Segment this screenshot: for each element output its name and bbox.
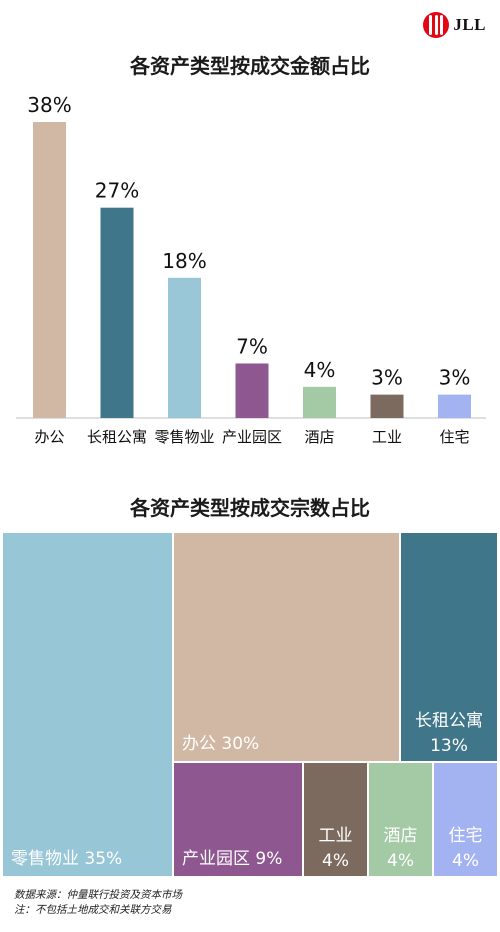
treemap-label: 酒店 (384, 826, 418, 846)
category-tick-label: 产业园区 (222, 428, 282, 446)
source-line: 数据来源：仲量联行投资及资本市场 (14, 889, 182, 901)
treemap-value-label: 4% (322, 851, 349, 871)
category-tick-label: 零售物业 (154, 428, 214, 446)
treemap-chart: 零售物业 35% 办公 30% 长租公寓 13% 产业园区 9% 工业 4% 酒店 4% 住宅 4% (3, 533, 497, 876)
bar (303, 386, 336, 418)
treemap-cell (401, 533, 497, 761)
category-tick-label: 工业 (372, 428, 402, 446)
treemap-title: 各资产类型按成交宗数占比 (130, 496, 370, 520)
treemap-cell (434, 763, 497, 876)
treemap-label: 工业 (319, 826, 353, 846)
treemap-cell (369, 763, 432, 876)
bar-chart: 38% 办公 27% 长租公寓 18% 零售物业 7% 产业园区 4% 酒店 3% 工业 3% 住宅 (16, 93, 486, 446)
category-tick-label: 住宅 (439, 428, 469, 446)
bar (370, 394, 404, 418)
bar-value-label: 27% (95, 179, 139, 203)
bar (100, 207, 134, 418)
category-tick-label: 长租公寓 (87, 428, 147, 446)
treemap-cell (174, 763, 302, 876)
treemap-value-label: 13% (430, 736, 468, 756)
treemap-label: 住宅 (449, 826, 483, 846)
bar-value-label: 4% (304, 358, 336, 382)
treemap-value-label: 4% (452, 851, 479, 871)
jll-logo-icon (423, 12, 450, 38)
treemap-cell (304, 763, 367, 876)
bar-value-label: 18% (162, 249, 206, 273)
treemap-cell (3, 533, 172, 876)
treemap-value-label: 4% (387, 851, 414, 871)
footnote-line: 注：不包括土地成交和关联方交易 (14, 904, 172, 916)
category-tick-label: 酒店 (304, 428, 334, 446)
bar-value-label: 3% (439, 366, 471, 390)
bar-value-label: 3% (371, 366, 403, 390)
treemap-label: 零售物业 35% (11, 849, 122, 869)
logo-text: JLL (453, 15, 486, 34)
treemap-cell (174, 533, 399, 761)
treemap-label: 产业园区 9% (182, 849, 282, 869)
bar (168, 277, 201, 418)
bar (235, 363, 269, 418)
category-tick-label: 办公 (34, 428, 64, 446)
bar-value-label: 38% (27, 93, 71, 117)
bar-value-label: 7% (236, 334, 268, 358)
jll-logo: JLL (423, 12, 486, 38)
source-note: 数据来源：仲量联行投资及资本市场 注：不包括土地成交和关联方交易 (14, 888, 182, 918)
bar-chart-title: 各资产类型按成交金额占比 (130, 54, 370, 78)
treemap-label: 长租公寓 (415, 711, 483, 731)
bar (33, 122, 66, 418)
treemap-label: 办公 30% (182, 734, 259, 754)
bar (438, 394, 471, 418)
